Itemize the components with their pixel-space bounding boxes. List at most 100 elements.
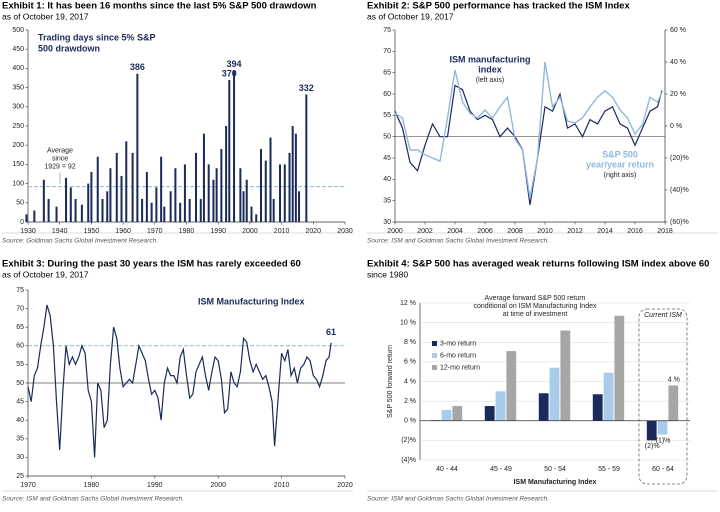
bar <box>33 210 36 222</box>
x-tick-label: 2020 <box>337 482 353 489</box>
series-line <box>27 304 332 458</box>
bar <box>183 164 186 222</box>
x-tick-label: 40 - 44 <box>436 466 458 473</box>
x-tick-label: 1990 <box>210 228 226 235</box>
bar <box>47 198 50 222</box>
annotation: Average forward S&P 500 return <box>485 295 586 302</box>
bar <box>452 406 463 421</box>
end-label: 61 <box>326 327 336 337</box>
x-tick-label: 2010 <box>537 228 553 235</box>
bar <box>603 372 614 421</box>
bar <box>255 214 258 222</box>
y-tick-label: 10 % <box>400 319 416 326</box>
bar <box>42 179 45 222</box>
y2-tick-label: (40)% <box>670 187 689 194</box>
bar <box>90 172 93 222</box>
data-label: 386 <box>130 62 145 72</box>
bar <box>220 149 223 222</box>
bar <box>65 177 68 222</box>
bar <box>188 198 191 222</box>
y-tick-label: 12 % <box>400 300 416 307</box>
annotation: S&P 500 <box>602 149 638 159</box>
y-tick-label: 8 % <box>404 339 416 346</box>
y-tick-label: 35 <box>383 198 391 205</box>
annotation: at time of investment <box>503 311 568 318</box>
y2-tick-label: 60 % <box>670 27 686 34</box>
y-tick-label: 45 <box>383 155 391 162</box>
bar <box>657 420 668 435</box>
bar <box>150 202 153 222</box>
bar <box>538 393 549 421</box>
x-tick-label: 2000 <box>210 482 226 489</box>
y2-tick-label: (20)% <box>670 155 689 162</box>
data-label: (2)% <box>645 443 660 450</box>
bar <box>69 187 72 222</box>
bar <box>120 175 123 222</box>
y-tick-label: 65 <box>16 324 24 331</box>
x-tick-label: 1970 <box>20 482 36 489</box>
y-tick-label: 70 <box>16 305 24 312</box>
annotation: index <box>478 64 502 74</box>
x-tick-label: 1980 <box>179 228 195 235</box>
bar <box>668 385 679 421</box>
exhibit: Exhibit 2: S&P 500 performance has track… <box>367 1 718 245</box>
y-tick-label: 100 <box>12 180 24 187</box>
legend-label: 3-mo return <box>440 340 476 347</box>
bar <box>259 149 262 222</box>
exhibit-subtitle: as of October 19, 2017 <box>367 11 454 21</box>
x-tick-label: 2010 <box>274 228 290 235</box>
data-label: 4 % <box>668 376 680 383</box>
x-tick-label: 45 - 49 <box>490 466 512 473</box>
bar <box>228 79 231 222</box>
x-tick-label: 1950 <box>84 228 100 235</box>
bar <box>96 156 99 222</box>
x-tick-label: 2020 <box>306 228 322 235</box>
source: Source: ISM and Goldman Sachs Global Inv… <box>367 496 549 503</box>
bar <box>239 168 242 222</box>
bar <box>106 191 109 222</box>
source: Source: ISM and Goldman Sachs Global Inv… <box>2 496 184 503</box>
y-tick-label: 6 % <box>404 359 416 366</box>
annotation: 1929 = 92 <box>44 164 75 171</box>
data-label: 394 <box>227 59 242 69</box>
x-tick-label: 2018 <box>657 228 673 235</box>
annotation: conditional on ISM Manufacturing Index <box>474 303 597 310</box>
y-tick-label: 50 <box>16 380 24 387</box>
bar <box>298 191 301 222</box>
x-tick-label: 2004 <box>447 228 463 235</box>
y-tick-label: 45 <box>16 398 24 405</box>
bar <box>80 204 83 222</box>
y-tick-label: 4 % <box>404 378 416 385</box>
bar <box>506 351 517 421</box>
y-axis-label: S&P 500 forward return <box>387 345 394 418</box>
legend-swatch <box>432 365 437 370</box>
bar <box>495 391 506 421</box>
bar <box>272 198 275 222</box>
bar <box>305 94 308 222</box>
bar <box>264 160 267 222</box>
exhibit-title: Exhibit 2: S&P 500 performance has track… <box>367 1 630 12</box>
annotation: year/year return <box>586 159 654 169</box>
exhibit: Exhibit 3: During the past 30 years the … <box>2 259 353 503</box>
bar <box>87 183 90 222</box>
x-tick-label: 1970 <box>147 228 163 235</box>
y-tick-label: 30 <box>16 454 24 461</box>
x-tick-label: 2002 <box>417 228 433 235</box>
exhibit: Exhibit 4: S&P 500 has averaged weak ret… <box>367 259 718 503</box>
annotation: Average <box>47 148 73 155</box>
bar <box>199 198 202 222</box>
annotation: ISM Manufacturing Index <box>198 296 305 306</box>
exhibit-title: Exhibit 3: During the past 30 years the … <box>2 259 301 270</box>
data-label: 332 <box>299 83 314 93</box>
bar <box>125 141 128 222</box>
y-tick-label: 65 <box>383 70 391 77</box>
x-tick-label: 1930 <box>20 228 36 235</box>
bar <box>549 367 560 421</box>
y-tick-label: 400 <box>12 65 24 72</box>
y-tick-label: 25 <box>16 473 24 480</box>
bar <box>174 168 177 222</box>
y-tick-label: 200 <box>12 142 24 149</box>
y-tick-label: 55 <box>383 112 391 119</box>
axis-note: (right axis) <box>604 172 637 179</box>
y-tick-label: 35 <box>16 436 24 443</box>
